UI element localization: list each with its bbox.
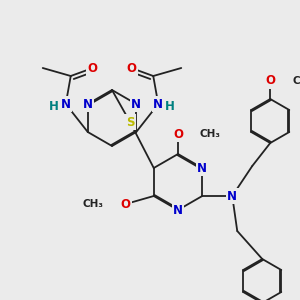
Text: N: N: [131, 98, 141, 110]
Text: O: O: [126, 61, 136, 74]
Text: O: O: [265, 74, 275, 88]
Text: H: H: [49, 100, 59, 112]
Text: N: N: [61, 98, 71, 110]
Text: N: N: [83, 98, 93, 110]
Text: N: N: [227, 190, 237, 202]
Text: N: N: [197, 161, 207, 175]
Text: CH₃: CH₃: [83, 199, 104, 209]
Text: O: O: [173, 128, 183, 140]
Text: N: N: [173, 203, 183, 217]
Text: CH₃: CH₃: [200, 129, 221, 139]
Text: CH₃: CH₃: [292, 76, 300, 86]
Text: O: O: [121, 197, 131, 211]
Text: N: N: [153, 98, 163, 110]
Text: O: O: [88, 61, 98, 74]
Text: H: H: [165, 100, 175, 112]
Text: S: S: [126, 116, 134, 128]
